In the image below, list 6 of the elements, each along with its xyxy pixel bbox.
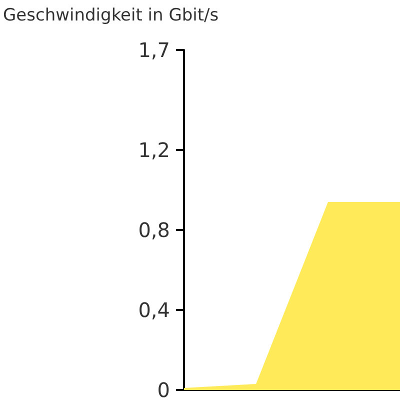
- y-tick-label: 1,7: [138, 38, 170, 62]
- y-tick-label: 1,2: [138, 138, 170, 162]
- chart-title: Geschwindigkeit in Gbit/s: [3, 6, 219, 26]
- y-tick-label: 0: [157, 378, 170, 400]
- y-tick-label: 0,8: [138, 218, 170, 242]
- y-tick-label: 0,4: [138, 298, 170, 322]
